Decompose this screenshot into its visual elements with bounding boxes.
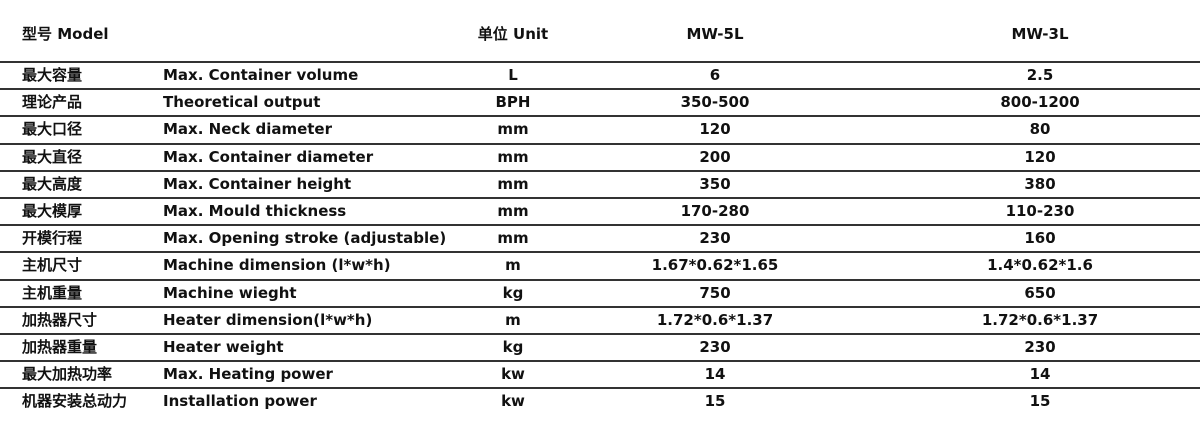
- table-row: 加热器尺寸 Heater dimension(l*w*h) m 1.72*0.6*1.…: [0, 305, 1200, 333]
- value-mw-5l: 1.67*0.62*1.65: [651, 256, 779, 275]
- value-mw-5l: 15: [704, 392, 726, 411]
- header-mw-5l: MW-5L: [686, 25, 744, 43]
- label-en: Max. Container diameter: [163, 147, 374, 166]
- table-row: 最大口径 Max. Neck diameter mm 120 80: [0, 115, 1200, 142]
- table-row: 最大模厚 Max. Mould thickness mm 170-280 110-230: [0, 197, 1200, 224]
- value-mw-3l: 15: [1029, 392, 1051, 411]
- value-mw-3l: 230: [1024, 338, 1056, 356]
- label-cn: 最大模厚: [22, 202, 83, 220]
- unit: m: [505, 256, 521, 275]
- label-cn: 最大加热功率: [22, 365, 113, 384]
- value-mw-5l: 750: [699, 283, 731, 302]
- label-cn: 主机尺寸: [22, 256, 83, 275]
- label-en: Installation power: [163, 392, 317, 411]
- value-mw-3l: 160: [1024, 229, 1056, 248]
- label-en: Max. Neck diameter: [163, 120, 333, 139]
- label-cn: 最大口径: [22, 120, 83, 139]
- value-mw-5l: 230: [699, 338, 731, 356]
- table-row: 开模行程 Max. Opening stroke (adjustable) mm 23…: [0, 224, 1200, 251]
- table-row: 主机重量 Machine wieght kg 750 650: [0, 278, 1200, 306]
- unit: kw: [501, 392, 525, 411]
- value-mw-3l: 1.72*0.6*1.37: [981, 310, 1099, 329]
- table-header: 型号 Model 单位 Unit MW-5L MW-3L: [0, 0, 1200, 61]
- value-mw-5l: 350: [699, 174, 731, 193]
- unit: m: [505, 310, 521, 329]
- value-mw-3l: 650: [1024, 283, 1056, 302]
- unit: L: [508, 66, 518, 84]
- label-en: Max. Mould thickness: [163, 202, 347, 220]
- value-mw-3l: 800-1200: [1000, 93, 1080, 112]
- value-mw-5l: 350-500: [680, 93, 750, 112]
- header-mw-3l: MW-3L: [1011, 25, 1069, 43]
- value-mw-3l: 80: [1029, 120, 1051, 139]
- header-model: 型号 Model: [22, 25, 109, 43]
- value-mw-5l: 120: [699, 120, 731, 139]
- table-row: 加热器重量 Heater weight kg 230 230: [0, 333, 1200, 360]
- table-row: 主机尺寸 Machine dimension (l*w*h) m 1.67*0.62*…: [0, 251, 1200, 278]
- unit: BPH: [495, 93, 531, 112]
- label-cn: 理论产品: [22, 93, 83, 112]
- label-cn: 机器安装总动力: [22, 392, 128, 411]
- table-row: 机器安装总动力 Installation power kw 15 15: [0, 387, 1200, 414]
- table-row: 最大高度 Max. Container height mm 350 380: [0, 169, 1200, 197]
- table-row: 最大容量 Max. Container volume L 6 2.5: [0, 61, 1200, 88]
- value-mw-5l: 6: [709, 66, 721, 84]
- unit: kw: [501, 365, 525, 384]
- value-mw-3l: 14: [1029, 365, 1051, 384]
- value-mw-3l: 110-230: [1005, 202, 1075, 220]
- label-en: Heater dimension(l*w*h): [163, 310, 373, 329]
- header-unit: 单位 Unit: [477, 25, 549, 43]
- table-row: 最大加热功率 Max. Heating power kw 14 14: [0, 360, 1200, 387]
- label-cn: 最大直径: [22, 147, 83, 166]
- label-cn: 最大高度: [22, 174, 83, 193]
- label-cn: 开模行程: [22, 229, 83, 248]
- unit: mm: [497, 174, 529, 193]
- value-mw-3l: 380: [1024, 174, 1056, 193]
- label-en: Theoretical output: [163, 93, 321, 112]
- unit: mm: [497, 229, 529, 248]
- table-row: 最大直径 Max. Container diameter mm 200 120: [0, 142, 1200, 170]
- unit: mm: [497, 202, 529, 220]
- label-en: Max. Container volume: [163, 66, 359, 84]
- value-mw-5l: 230: [699, 229, 731, 248]
- label-cn: 最大容量: [22, 66, 83, 84]
- label-en: Machine wieght: [163, 283, 297, 302]
- unit: mm: [497, 120, 529, 139]
- value-mw-5l: 1.72*0.6*1.37: [656, 310, 774, 329]
- label-cn: 主机重量: [22, 283, 83, 302]
- table-row: 理论产品 Theoretical output BPH 350-500 800-1200: [0, 88, 1200, 115]
- value-mw-5l: 200: [699, 147, 731, 166]
- value-mw-3l: 1.4*0.62*1.6: [987, 256, 1093, 275]
- label-cn: 加热器尺寸: [22, 310, 98, 329]
- unit: mm: [497, 147, 529, 166]
- label-cn: 加热器重量: [22, 338, 98, 356]
- label-en: Max. Heating power: [163, 365, 333, 384]
- label-en: Max. Opening stroke (adjustable): [163, 229, 447, 248]
- value-mw-5l: 170-280: [680, 202, 750, 220]
- unit: kg: [502, 283, 524, 302]
- value-mw-3l: 120: [1024, 147, 1056, 166]
- label-en: Heater weight: [163, 338, 284, 356]
- value-mw-3l: 2.5: [1026, 66, 1054, 84]
- unit: kg: [502, 338, 524, 356]
- value-mw-5l: 14: [704, 365, 726, 384]
- label-en: Machine dimension (l*w*h): [163, 256, 391, 275]
- label-en: Max. Container height: [163, 174, 352, 193]
